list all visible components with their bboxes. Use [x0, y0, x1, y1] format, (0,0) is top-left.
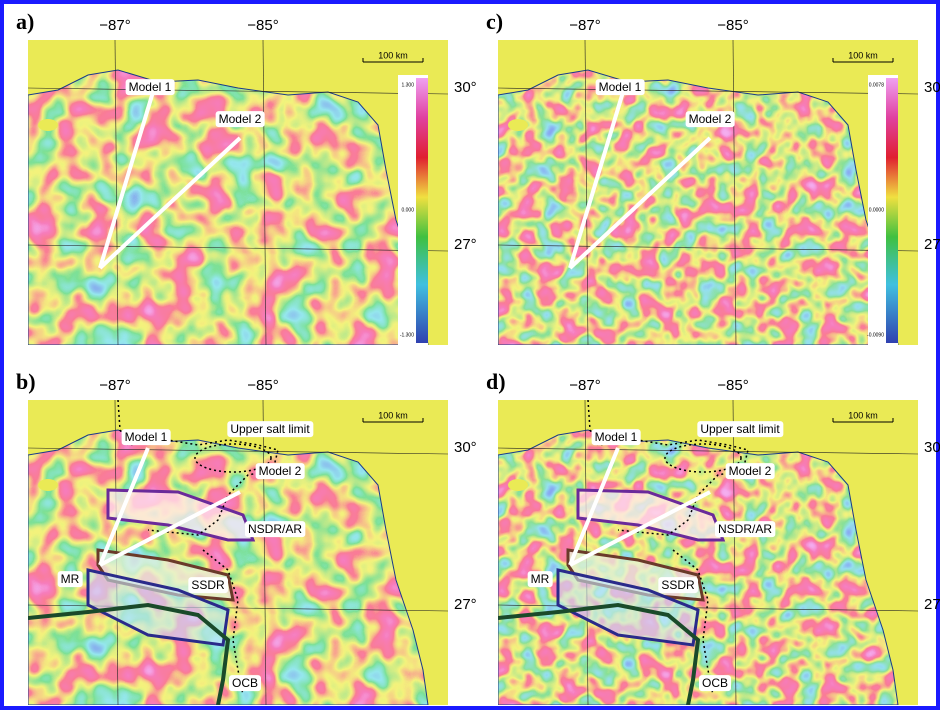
scale-label: 100 km — [378, 410, 408, 420]
panel-label: b) — [16, 369, 36, 394]
annotation: MR — [61, 572, 80, 586]
model-label: Model 1 — [129, 80, 172, 94]
island — [38, 479, 58, 491]
colorbar-label: 0.0078 — [869, 82, 885, 88]
lon-label: −85° — [247, 17, 278, 34]
lon-label: −85° — [717, 17, 748, 34]
island — [508, 479, 528, 491]
annotation: NSDR/AR — [718, 522, 772, 536]
model-label: Model 2 — [689, 112, 732, 126]
island — [508, 119, 528, 131]
lat-label: 27° — [924, 236, 940, 253]
model-label: Model 1 — [599, 80, 642, 94]
lat-label: 27° — [924, 596, 940, 613]
model-label: Model 1 — [125, 430, 168, 444]
model-label: Model 2 — [259, 464, 302, 478]
figure: Model 1 Model 2 100 km 1.300 0.000 -1.300 −87°… — [0, 0, 940, 710]
annotation: SSDR — [191, 578, 225, 592]
scale-label: 100 km — [848, 410, 878, 420]
annotation: Upper salt limit — [700, 422, 780, 436]
lon-label: −87° — [569, 17, 600, 34]
map-panel: Model 1 Model 2 Upper salt limit NSDR/AR MR S… — [28, 377, 477, 705]
colorbar-label: 0.000 — [401, 207, 414, 213]
model-label: Model 2 — [729, 464, 772, 478]
model-label: Model 1 — [595, 430, 638, 444]
lon-label: −87° — [569, 377, 600, 394]
scale-label: 100 km — [848, 50, 878, 60]
colorbar — [416, 78, 428, 343]
annotation: Upper salt limit — [230, 422, 310, 436]
lon-label: −87° — [99, 17, 130, 34]
annotation: SSDR — [661, 578, 695, 592]
panel-label: a) — [16, 9, 34, 34]
scale-label: 100 km — [378, 50, 408, 60]
annotation: OCB — [232, 676, 258, 690]
lon-label: −85° — [717, 377, 748, 394]
annotation: MR — [531, 572, 550, 586]
map-area — [498, 400, 918, 705]
lat-label: 27° — [454, 596, 477, 613]
colorbar-label: -0.0090 — [867, 332, 884, 338]
map-panel: Model 1 Model 2 100 km 0.0078 0.0000 -0.0090 −… — [498, 17, 940, 345]
lat-label: 30° — [454, 439, 477, 456]
lon-label: −85° — [247, 377, 278, 394]
panel-label: c) — [486, 9, 503, 34]
lat-label: 30° — [924, 439, 940, 456]
panel-label: d) — [486, 369, 506, 394]
annotation: OCB — [702, 676, 728, 690]
lat-label: 30° — [454, 79, 477, 96]
map-area — [28, 40, 448, 345]
model-label: Model 2 — [219, 112, 262, 126]
colorbar-label: 1.300 — [401, 82, 414, 88]
annotation: NSDR/AR — [248, 522, 302, 536]
map-panel: Model 1 Model 2 Upper salt limit NSDR/AR MR S… — [498, 377, 940, 705]
colorbar — [886, 78, 898, 343]
lon-label: −87° — [99, 377, 130, 394]
colorbar-label: -1.300 — [400, 332, 414, 338]
island — [38, 119, 58, 131]
map-area — [28, 400, 448, 705]
lat-label: 30° — [924, 79, 940, 96]
lat-label: 27° — [454, 236, 477, 253]
map-area — [498, 40, 918, 345]
map-panel: Model 1 Model 2 100 km 1.300 0.000 -1.300 −87°… — [28, 17, 477, 345]
colorbar-label: 0.0000 — [869, 207, 885, 213]
